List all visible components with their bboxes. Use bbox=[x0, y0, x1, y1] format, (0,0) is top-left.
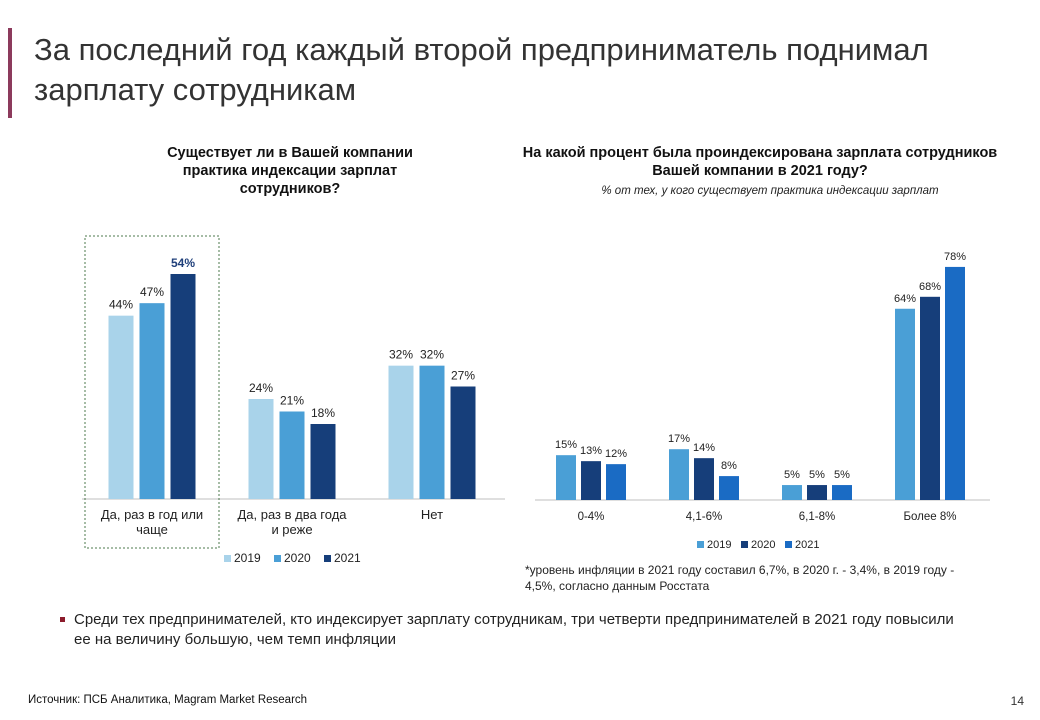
chart1-bar bbox=[279, 411, 305, 499]
summary-bullet: Среди тех предпринимателей, кто индексир… bbox=[60, 610, 974, 650]
chart1-legend-swatch bbox=[324, 555, 331, 562]
chart1-data-label: 32% bbox=[389, 348, 413, 362]
chart2-bar bbox=[895, 308, 915, 500]
chart1-data-label: 18% bbox=[311, 406, 335, 420]
chart2-legend-swatch bbox=[741, 541, 748, 548]
chart1-data-label: 24% bbox=[249, 381, 273, 395]
chart1-data-label: 21% bbox=[280, 394, 304, 408]
chart2-data-label: 5% bbox=[784, 469, 800, 481]
chart1-data-label: 44% bbox=[109, 298, 133, 312]
summary-bullet-text: Среди тех предпринимателей, кто индексир… bbox=[74, 611, 954, 648]
chart1-legend-label: 2019 bbox=[234, 551, 261, 565]
chart2-bar bbox=[945, 266, 965, 500]
chart2-bar bbox=[832, 485, 852, 500]
chart2-bar bbox=[719, 476, 739, 500]
slide-title: За последний год каждый второй предприни… bbox=[34, 32, 929, 107]
chart2-category-label: Более 8% bbox=[903, 511, 956, 523]
chart2-title: На какой процент была проиндексирована з… bbox=[522, 145, 998, 179]
chart2-legend-swatch bbox=[697, 541, 704, 548]
chart2-category-label: 6,1-8% bbox=[799, 511, 835, 523]
chart1-data-label: 47% bbox=[140, 285, 164, 299]
chart2-bar bbox=[556, 455, 576, 500]
chart1-bar bbox=[139, 303, 165, 499]
chart2-subtitle: % от тех, у кого существует практика инд… bbox=[601, 185, 939, 197]
chart1-bar bbox=[170, 274, 196, 499]
chart2-bar bbox=[581, 461, 601, 500]
chart2-bar bbox=[807, 485, 827, 500]
chart2-data-label: 68% bbox=[919, 281, 941, 293]
chart2-data-label: 13% bbox=[580, 445, 602, 457]
chart1-category-label: и реже bbox=[271, 522, 312, 537]
chart1-bar bbox=[450, 386, 476, 499]
chart2-data-label: 64% bbox=[894, 293, 916, 305]
chart1-highlight-box bbox=[84, 235, 220, 549]
chart2-svg: 15% 13% 12% 0-4% 17%14% 8% 4,1-6% 5% 5% 5% 6,1-8% 6… bbox=[535, 251, 990, 551]
chart2-category-label: 4,1-6% bbox=[686, 511, 722, 523]
chart1-bar bbox=[419, 365, 445, 499]
chart1-data-label: 54% bbox=[171, 256, 195, 270]
chart1-legend-label: 2020 bbox=[284, 551, 311, 565]
chart2-data-label: 17% bbox=[668, 433, 690, 445]
chart2-data-label: 5% bbox=[834, 469, 850, 481]
chart2-legend-label: 2020 bbox=[751, 539, 775, 551]
chart1-category-label: Да, раз в два года bbox=[237, 507, 347, 522]
chart2-legend-label: 2021 bbox=[795, 539, 819, 551]
chart2-data-label: 12% bbox=[605, 448, 627, 460]
chart1-category-label: чаще bbox=[136, 522, 168, 537]
chart2-data-label: 5% bbox=[809, 469, 825, 481]
inflation-footnote: *уровень инфляции в 2021 году составил 6… bbox=[525, 563, 955, 593]
title-accent-bar bbox=[8, 28, 12, 118]
bullet-icon bbox=[60, 617, 65, 622]
chart2-data-label: 78% bbox=[944, 251, 966, 263]
chart1-title: Существует ли в Вашей компании практика … bbox=[167, 145, 413, 197]
chart1-data-label: 27% bbox=[451, 369, 475, 383]
chart1-category-label: Нет bbox=[421, 507, 443, 522]
chart2-bar bbox=[669, 449, 689, 500]
chart1-bar bbox=[108, 315, 134, 499]
chart1-legend-swatch bbox=[274, 555, 281, 562]
chart1-bar bbox=[248, 399, 274, 499]
chart2-data-label: 8% bbox=[721, 460, 737, 472]
chart2-bar bbox=[920, 296, 940, 500]
chart2-legend-swatch bbox=[785, 541, 792, 548]
chart1-bar bbox=[388, 365, 414, 499]
chart2-bar bbox=[606, 464, 626, 500]
chart2-data-label: 15% bbox=[555, 439, 577, 451]
page-number: 14 bbox=[1010, 694, 1024, 708]
chart2-legend-label: 2019 bbox=[707, 539, 731, 551]
chart1-category-label: Да, раз в год или bbox=[101, 507, 203, 522]
chart2-bar bbox=[782, 485, 802, 500]
chart1-bar bbox=[310, 424, 336, 499]
chart1-data-label: 32% bbox=[420, 348, 444, 362]
chart1-legend-label: 2021 bbox=[334, 551, 361, 565]
chart2-bar bbox=[694, 458, 714, 500]
chart2-data-label: 14% bbox=[693, 442, 715, 454]
chart1-legend-swatch bbox=[224, 555, 231, 562]
chart2-category-label: 0-4% bbox=[578, 511, 605, 523]
source-note: Источник: ПСБ Аналитика, Magram Market R… bbox=[28, 694, 308, 706]
